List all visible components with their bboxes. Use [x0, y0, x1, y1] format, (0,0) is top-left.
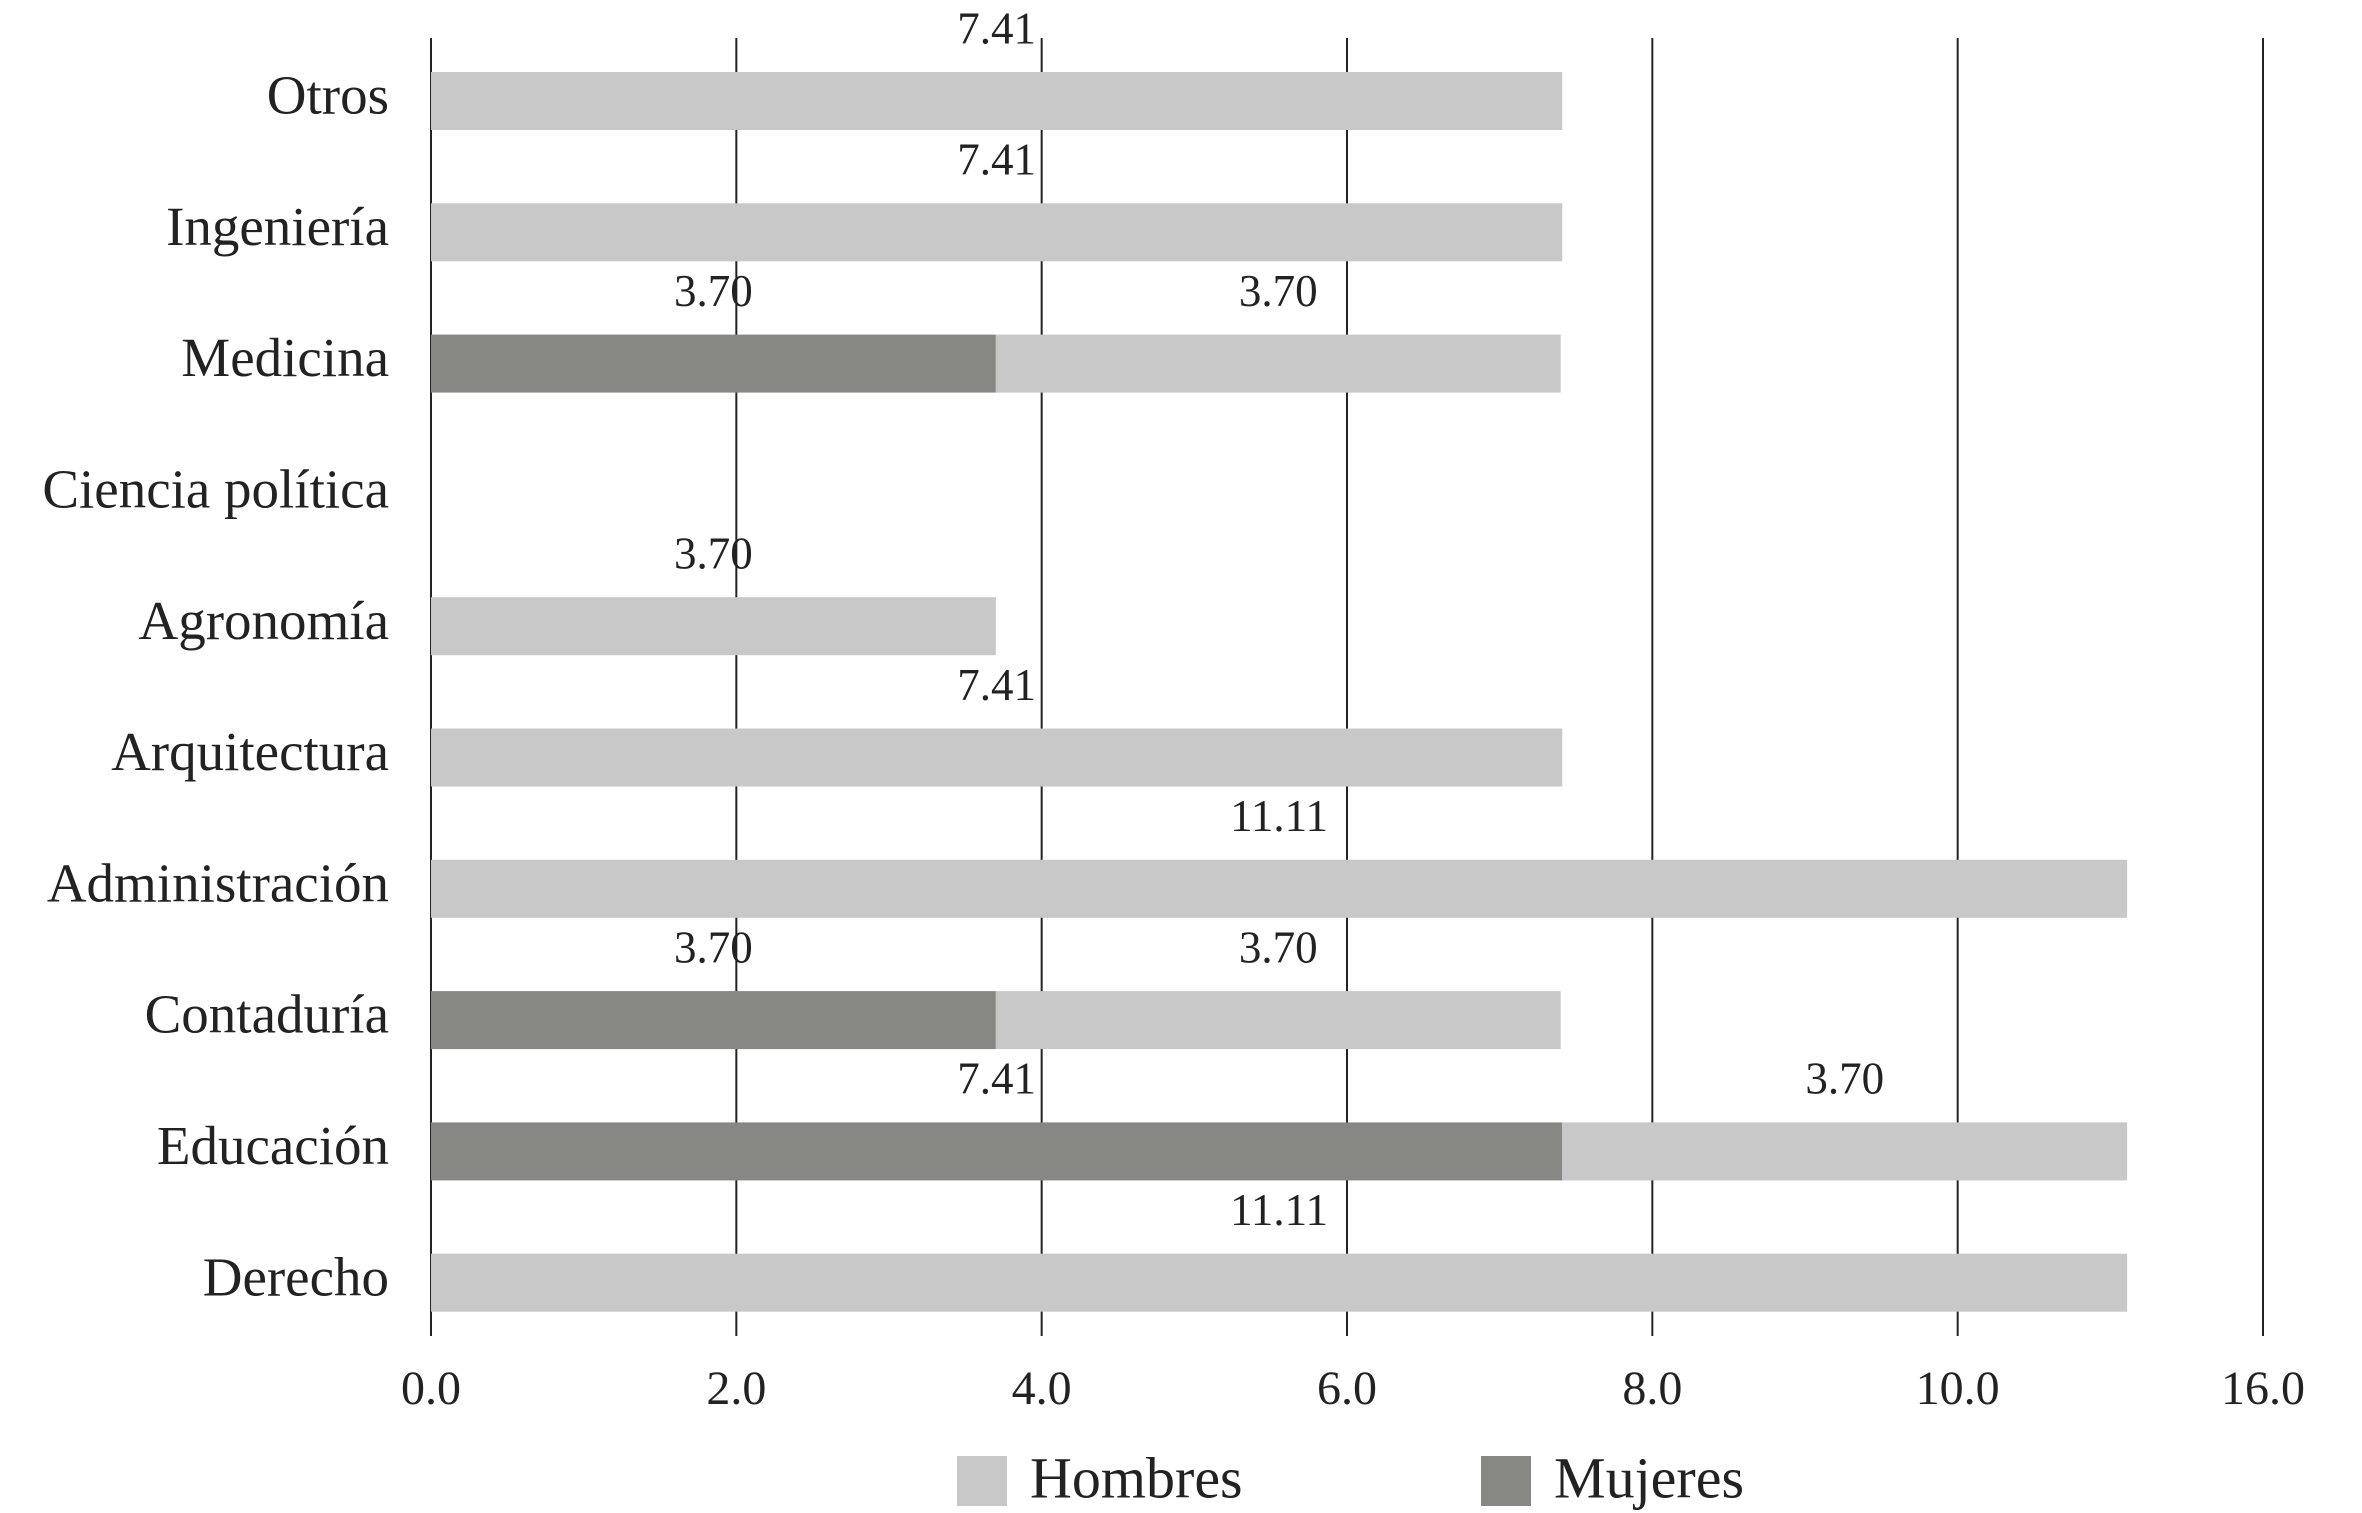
x-tick-label: 10.0	[1916, 1362, 2000, 1415]
bar-segment	[431, 859, 2128, 918]
bar-segment	[431, 334, 996, 393]
category-label: Agronomía	[138, 590, 389, 651]
bar-segment	[431, 991, 996, 1050]
bar-segment	[431, 1253, 2128, 1312]
x-tick-label: 8.0	[1622, 1362, 1682, 1415]
bar-segment	[995, 991, 1561, 1050]
value-label: 7.41	[957, 3, 1036, 53]
value-label: 11.11	[1230, 1185, 1328, 1235]
category-label: Contaduría	[145, 984, 389, 1045]
x-tick-label: 16.0	[2221, 1362, 2305, 1415]
bar-segment	[431, 597, 996, 656]
category-label: Ciencia política	[42, 459, 389, 520]
bar-segment	[431, 728, 1563, 787]
value-label: 3.70	[1805, 1054, 1884, 1104]
legend-label: Mujeres	[1554, 1445, 1744, 1510]
value-label: 3.70	[1239, 922, 1318, 972]
category-label: Derecho	[203, 1246, 389, 1307]
legend-swatch	[1481, 1456, 1531, 1506]
value-label: 7.41	[957, 1054, 1036, 1104]
category-label: Educación	[157, 1115, 389, 1176]
value-label: 3.70	[674, 529, 753, 579]
category-label: Administración	[47, 852, 389, 913]
bar-segment	[1562, 1122, 2128, 1181]
category-label: Otros	[267, 65, 389, 126]
legend-swatch	[957, 1456, 1007, 1506]
x-tick-label: 6.0	[1317, 1362, 1377, 1415]
bar-segment	[431, 72, 1563, 130]
category-label: Medicina	[181, 327, 389, 388]
category-label: Arquitectura	[111, 721, 389, 782]
value-label: 7.41	[957, 135, 1036, 185]
value-label: 3.70	[674, 922, 753, 972]
x-tick-label: 4.0	[1012, 1362, 1072, 1415]
x-tick-label: 0.0	[401, 1362, 461, 1415]
value-label: 7.41	[957, 660, 1036, 710]
bar-segment	[431, 1122, 1563, 1181]
value-label: 11.11	[1230, 791, 1328, 841]
category-label: Ingeniería	[166, 196, 389, 257]
value-label: 3.70	[1239, 266, 1318, 316]
bar-segment	[431, 203, 1563, 262]
x-tick-label: 2.0	[706, 1362, 766, 1415]
bar-segment	[995, 334, 1561, 393]
legend-label: Hombres	[1030, 1445, 1243, 1510]
value-label: 3.70	[674, 266, 753, 316]
